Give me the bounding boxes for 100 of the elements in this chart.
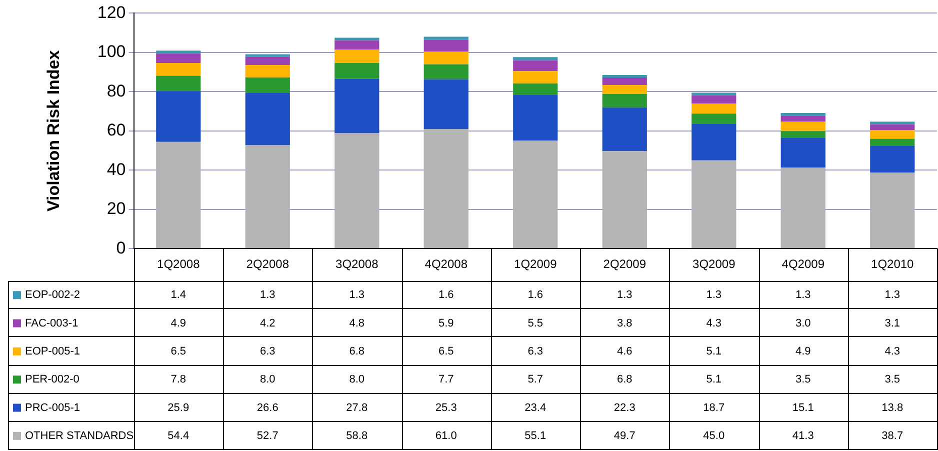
bar [780,116,826,122]
data-label: 3.8 [616,317,632,330]
bar [513,60,558,72]
data-label: 3.5 [795,374,811,386]
data-label: 1.3 [349,289,365,302]
bar [692,114,736,124]
bar [513,140,558,248]
y-axis-title: Violation Risk Index [44,50,63,212]
bar [245,54,290,57]
bar [692,95,736,104]
bar [156,142,201,248]
bar [870,146,915,173]
data-label: 8.0 [260,374,276,386]
bar [156,63,201,76]
bar [424,64,468,80]
bar [156,76,201,92]
data-label: 13.8 [882,402,904,414]
bar [780,131,826,138]
data-label: 5.5 [528,317,544,330]
bar [602,84,647,94]
bar [424,36,468,40]
y-tick-label: 40 [106,160,126,179]
bar [334,63,380,79]
data-label: 58.8 [346,430,368,442]
bar [334,50,380,64]
data-label: 1.6 [528,289,544,302]
data-label: 6.5 [170,345,186,358]
x-tick-label: 2Q2008 [246,257,290,272]
data-label: 7.8 [170,374,186,386]
y-tick-label: 20 [106,199,126,218]
bar [334,38,380,40]
data-label: 5.7 [528,374,544,386]
data-label: 1.3 [884,289,900,302]
data-label: 15.1 [792,402,814,414]
data-label: 6.8 [349,345,365,358]
bar [245,56,290,65]
x-tick-label: 1Q2008 [157,257,200,272]
data-label: 4.3 [706,317,722,330]
data-label: 7.7 [438,374,454,386]
bar [334,40,380,50]
data-label: 1.3 [260,289,276,302]
x-tick-label: 1Q2009 [514,257,558,272]
data-label: 55.1 [524,430,546,442]
data-label: 8.0 [349,374,365,386]
bar [424,40,468,52]
bar [513,94,558,141]
bar [602,94,647,108]
data-label: 5.1 [706,374,722,386]
data-label: 1.3 [616,289,632,302]
x-tick-label: 3Q2008 [336,257,379,272]
data-label: 22.3 [614,402,636,414]
data-label: 1.4 [170,289,186,302]
legend-label: OTHER STANDARDS [25,430,134,442]
legend-label: FAC-003-1 [25,317,78,330]
data-label: 4.3 [884,345,900,358]
bar [334,78,380,134]
data-label: 6.3 [528,345,544,358]
bar [424,79,468,129]
data-label: 4.8 [349,317,365,330]
data-label: 1.3 [795,289,811,302]
bar [424,51,468,64]
bar [870,138,915,146]
y-tick-label: 120 [97,2,126,22]
data-label: 45.0 [703,430,725,442]
x-tick-label: 3Q2009 [692,257,736,272]
data-label: 3.1 [884,317,900,330]
bar [156,50,201,54]
x-tick-label: 4Q2009 [782,257,825,272]
data-label: 3.5 [884,374,900,386]
data-label: 49.7 [614,430,636,442]
bar [602,78,647,85]
bar [780,121,826,132]
data-label: 25.3 [435,402,457,414]
data-label: 41.3 [792,430,814,442]
data-label: 61.0 [435,430,457,442]
bar [692,124,736,160]
data-label: 27.8 [346,402,368,414]
data-label: 4.2 [260,317,276,330]
data-label: 4.9 [795,345,811,358]
bar [156,53,201,64]
x-tick-label: 2Q2009 [603,257,646,272]
data-label: 54.4 [168,430,190,442]
legend-label: PRC-005-1 [25,402,80,414]
data-label: 38.7 [882,430,904,442]
bar [245,64,290,78]
bar [602,74,647,78]
bar [692,160,736,248]
bar [780,138,826,168]
bar [513,83,558,95]
bar [245,145,290,248]
legend-label: EOP-002-2 [25,289,80,302]
x-tick-label: 4Q2008 [424,257,468,272]
bar [424,128,468,248]
data-label: 1.3 [706,289,722,302]
data-label: 18.7 [703,402,725,414]
data-label: 4.6 [616,345,632,358]
data-label: 1.6 [438,289,454,302]
data-label: 6.8 [616,374,632,386]
bar [156,91,201,142]
bar [870,124,915,130]
